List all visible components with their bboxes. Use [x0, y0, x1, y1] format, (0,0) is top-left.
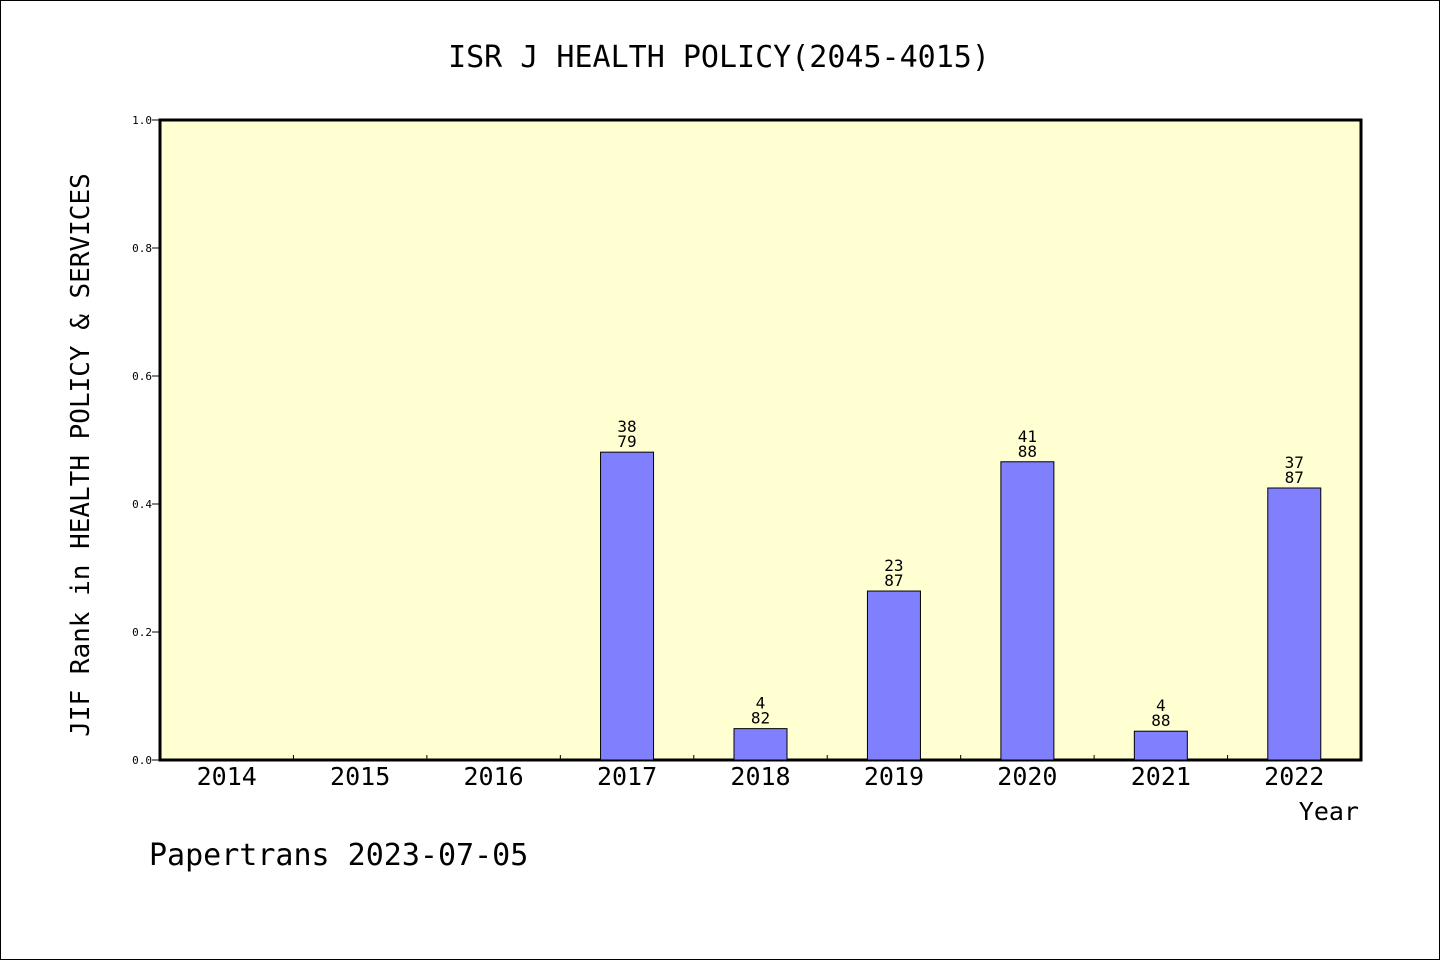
bar-total-label: 82	[751, 709, 770, 728]
bar-total-label: 88	[1151, 711, 1170, 730]
bar-rank-label: 38	[617, 417, 636, 436]
y-tick-label: 0.0	[132, 754, 152, 767]
y-ticks-group: 0.0 0.2 0.4 0.6 0.8 1.0	[132, 114, 160, 767]
x-tick-label: 2018	[730, 762, 790, 791]
y-tick-label: 0.6	[132, 370, 152, 383]
bar-2022	[1267, 487, 1322, 761]
bar-total-label: 87	[1285, 468, 1304, 487]
footer-credit: Papertrans 2023-07-05	[149, 838, 528, 873]
x-tick-label: 2017	[597, 762, 657, 791]
bar-rank-label: 4	[1156, 696, 1166, 715]
bar-2017	[600, 451, 655, 761]
x-tick-label: 2022	[1264, 762, 1324, 791]
x-tick-label: 2015	[330, 762, 390, 791]
bar-rank-label: 41	[1018, 427, 1037, 446]
bar-2020	[1000, 461, 1055, 761]
x-tick-label: 2021	[1131, 762, 1191, 791]
y-tick-label: 0.2	[132, 626, 152, 639]
bar-2019	[866, 590, 921, 761]
x-tick-label: 2014	[197, 762, 257, 791]
bar-rank-label: 23	[884, 556, 903, 575]
y-axis-label: JIF Rank in HEALTH POLICY & SERVICES	[66, 173, 96, 737]
bar-rank-label: 4	[756, 694, 766, 713]
chart-title: ISR J HEALTH POLICY(2045-4015)	[448, 40, 990, 75]
y-tick-label: 0.8	[132, 242, 152, 255]
plot-area	[158, 118, 1363, 762]
bar-2018	[733, 728, 788, 761]
x-ticks-group: 2014 2015 2016 2017 2018 2019 2020 2021 2022	[197, 755, 1324, 791]
bar-2021	[1133, 730, 1188, 761]
x-tick-label: 2016	[464, 762, 524, 791]
bar-total-label: 88	[1018, 442, 1037, 461]
x-tick-label: 2019	[864, 762, 924, 791]
y-tick-label: 1.0	[132, 114, 152, 127]
x-tick-label: 2020	[997, 762, 1057, 791]
bar-total-label: 87	[884, 571, 903, 590]
x-axis-label: Year	[1299, 797, 1359, 826]
bar-rank-label: 37	[1285, 453, 1304, 472]
bar-total-label: 79	[617, 432, 636, 451]
y-tick-label: 0.4	[132, 498, 152, 511]
bars-group	[600, 451, 1322, 761]
